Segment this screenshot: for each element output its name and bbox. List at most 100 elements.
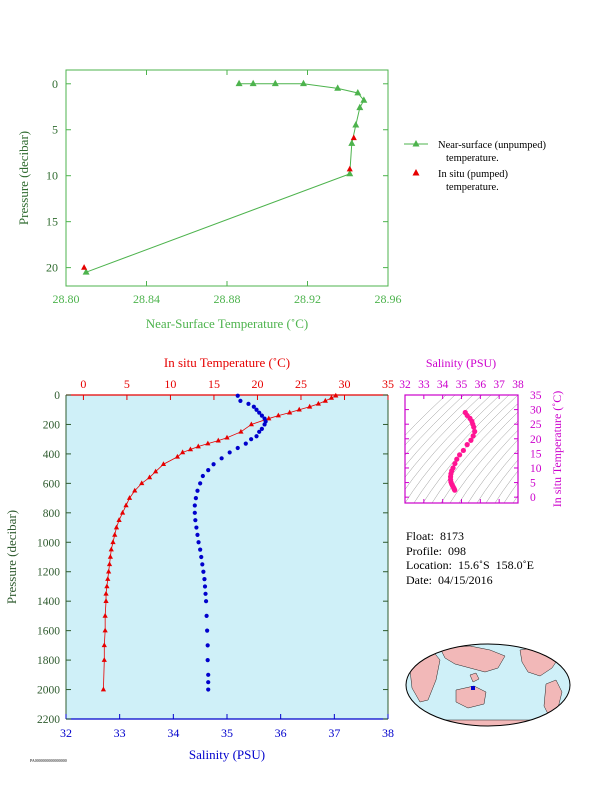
salinity-point [200,473,205,479]
ts-point [472,428,478,435]
temperature-point [238,428,244,434]
ts-y-tick-label: 0 [530,492,536,504]
unpumped-point [249,79,257,87]
temperature-tick-label: 35 [382,377,394,391]
salinity-point [249,437,254,442]
asia-landmass [439,645,506,673]
salinity-point [238,398,243,403]
salinity-tick-label: 33 [114,726,126,740]
ts-y-tick-label: 5 [530,478,536,490]
ts-y-tick-label: 35 [530,390,542,402]
temperature-point [187,446,194,452]
ts-point [457,452,463,458]
unpumped-point [360,96,368,103]
footer-text: PA0000000000000000 [30,758,67,763]
temperature-point [108,546,114,552]
salinity-point [205,643,210,648]
salinity-tick-label: 35 [221,726,233,740]
pressure-tick-label: 1000 [37,537,60,549]
salinity-point [204,613,209,619]
salinity-point [205,628,210,633]
temperature-tick-label: 10 [164,377,176,391]
unpumped-point [334,84,342,91]
near-surface-chart: 28.80 28.84 28.88 28.92 28.96 0 5 10 15 20 Near-… [16,69,546,331]
ts-point [452,460,458,467]
salinity-point [235,393,240,398]
salinity-point [195,488,200,493]
isopycnal-curve [440,411,518,503]
salinity-point [200,562,205,567]
temperature-point [103,598,109,603]
isopycnal-curve [458,429,518,503]
near-surface-x-tick-label: 28.84 [133,292,160,306]
temperature-point [106,568,112,574]
isopycnal-curve [449,420,518,503]
legend-label-pumped: In situ (pumped) [438,169,508,180]
ts-x-tick-label: 32 [399,379,411,391]
ts-y-tick-label: 25 [530,419,542,431]
salinity-point [199,554,204,560]
salinity-tick-label: 34 [167,726,179,740]
temperature-point [103,590,109,596]
isopycnal-curve [485,459,518,503]
temperature-tick-label: 0 [80,377,86,391]
legend-marker-pumped [412,169,420,176]
ts-point [452,487,458,493]
salinity-tick-label: 32 [60,726,72,740]
antarctica-landmass [409,719,570,726]
near-surface-x-tick-label: 28.80 [53,292,80,306]
profile-number: Profile: 098 [406,543,466,558]
temperature-point [100,686,107,692]
salinity-point [201,569,206,574]
temperature-point [119,509,126,515]
temperature-point [333,392,339,398]
salinity-point [206,468,211,473]
salinity-point [192,510,197,515]
near-surface-y-axis-label: Pressure (decibar) [16,131,31,225]
isopycnal-curve [467,439,518,503]
pumped-point [350,134,357,141]
unpumped-point [82,268,90,275]
unpumped-point [299,79,307,87]
temperature-point [215,437,221,443]
legend-marker-unpumped [412,140,420,147]
ts-x-tick-label: 33 [418,379,430,391]
salinity-point [206,687,211,692]
salinity-point [257,429,262,434]
pumped-point [81,264,88,270]
salinity-point [254,407,259,412]
temperature-point [153,468,159,474]
legend-label-pumped-cont: temperature. [446,182,499,193]
salinity-point [206,680,211,685]
unpumped-point [346,169,354,177]
pressure-tick-label: 1800 [37,655,60,667]
ts-point [471,424,477,430]
ts-isopycnal-lines [405,395,518,503]
near-surface-legend: Near-surface (unpumped) temperature. In … [404,140,546,193]
salinity-point [205,657,210,663]
unpumped-point [271,79,279,87]
pressure-tick-label: 400 [43,449,61,461]
unpumped-point [354,88,362,96]
isopycnal-curve [405,395,474,467]
temperature-point [275,412,281,418]
islands-landmass [469,672,480,683]
isopycnal-curve [476,449,518,503]
profile-plot-background [66,395,388,719]
salinity-point [203,591,208,596]
temperature-point [116,517,122,522]
ts-diagram: 32 33 34 35 36 37 38 0 5 10 15 20 25 30 35 Salinity (… [399,356,564,508]
float-info: Float: 8173 Profile: 098 Location: 15.6˚… [406,529,534,587]
temperature-point [296,406,302,412]
temperature-point [307,403,313,409]
unpumped-point [348,139,356,146]
near-surface-x-tick-label: 28.96 [375,292,402,306]
float-location-marker [471,686,475,690]
near-surface-y-tick-label: 10 [46,169,58,183]
salinity-point [211,462,216,467]
salinity-point [251,404,256,409]
near-surface-y-tick-label: 5 [52,123,58,137]
ts-y-axis-label: In situ Temperature (˚C) [550,391,564,508]
